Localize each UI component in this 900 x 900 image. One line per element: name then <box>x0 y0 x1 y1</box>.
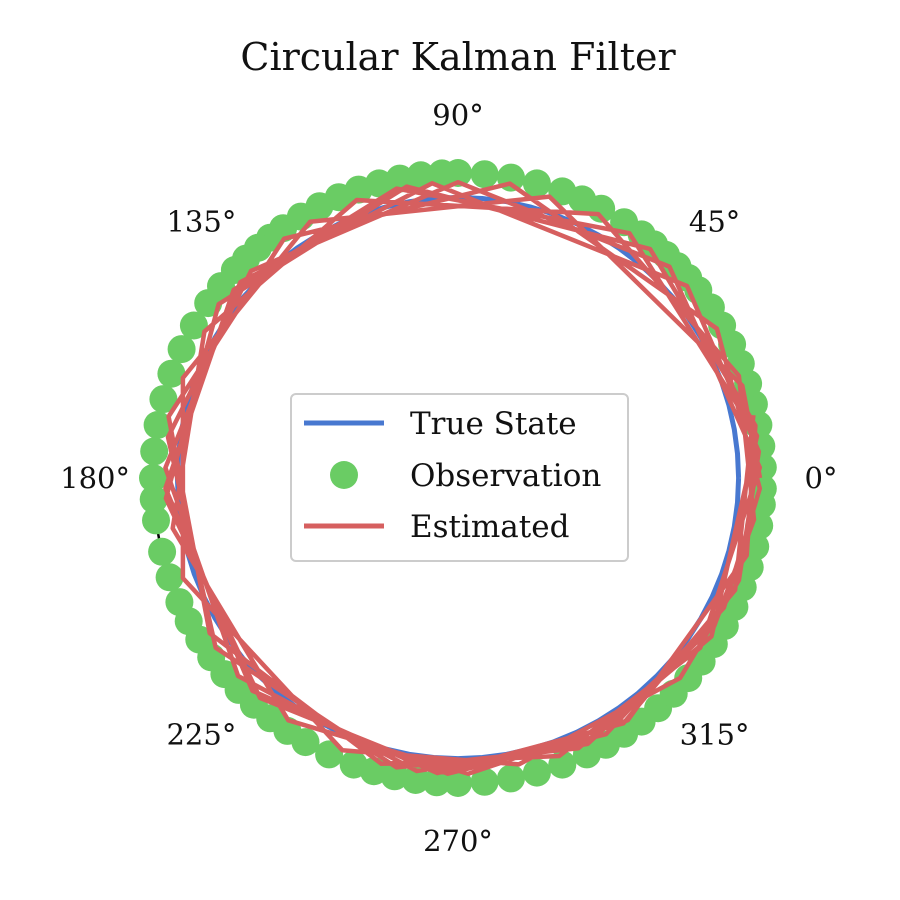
observation-point <box>548 177 577 206</box>
angular-tick-label: 180° <box>60 461 130 495</box>
observation-point <box>401 766 430 794</box>
observation-point <box>470 160 499 189</box>
observation-point <box>315 740 344 769</box>
observation-point <box>140 437 169 466</box>
observation-point <box>444 769 472 797</box>
angular-tick-labels: 0° 45° 90° 135° 180° 225° 270° 315° <box>60 98 837 858</box>
observation-point <box>428 159 456 188</box>
observation-point <box>522 758 551 787</box>
observation-point <box>179 311 208 340</box>
legend-observation-swatch <box>330 461 358 489</box>
observation-point <box>149 385 178 414</box>
angular-tick-label: 0° <box>805 461 838 495</box>
observation-point <box>143 411 172 439</box>
legend-estimated-label: Estimated <box>410 509 569 545</box>
observation-point <box>167 335 196 364</box>
observation-point <box>155 563 184 592</box>
observation-point <box>142 506 170 535</box>
observation-point <box>139 485 168 514</box>
legend-observation-label: Observation <box>410 458 601 494</box>
legend-box <box>290 393 629 562</box>
observation-point <box>422 768 451 797</box>
angular-tick-label: 315° <box>680 718 750 752</box>
observation-point <box>157 359 186 388</box>
observation-point <box>522 169 551 198</box>
angular-tick-label: 225° <box>166 718 236 752</box>
estimated-line <box>163 179 763 776</box>
observation-point <box>406 161 435 190</box>
legend-true-state-label: True State <box>410 406 577 442</box>
estimated-layer <box>163 179 763 776</box>
angular-tick-label: 45° <box>689 204 740 238</box>
observation-point <box>497 764 525 793</box>
legend: True State Observation Estimated <box>290 393 629 562</box>
chart-title: Circular Kalman Filter <box>240 35 676 79</box>
angular-tick-label: 135° <box>166 204 236 238</box>
observation-point <box>148 537 177 566</box>
observation-point <box>470 767 499 796</box>
observation-point <box>139 464 167 492</box>
angular-tick-label: 270° <box>423 824 493 858</box>
observation-point <box>380 762 409 791</box>
observation-point <box>291 728 320 757</box>
angular-tick-label: 90° <box>432 98 483 132</box>
